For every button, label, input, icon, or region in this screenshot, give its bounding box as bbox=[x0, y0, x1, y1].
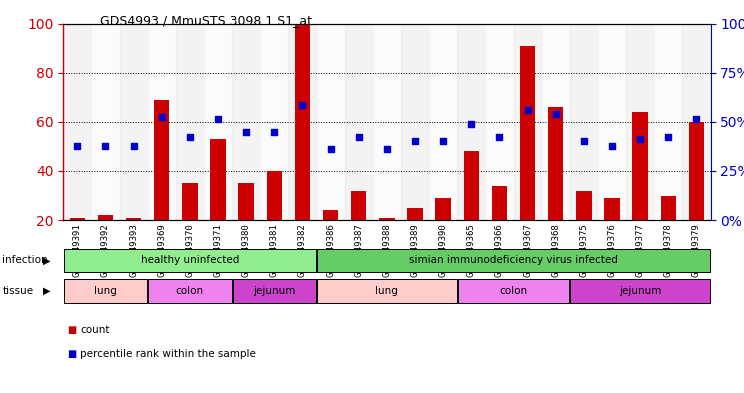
Point bbox=[128, 143, 140, 150]
Point bbox=[465, 121, 477, 127]
Bar bbox=[485, 24, 513, 220]
Point bbox=[437, 138, 449, 145]
Text: colon: colon bbox=[176, 286, 204, 296]
Bar bbox=[211, 139, 225, 220]
Bar bbox=[435, 198, 451, 220]
Point bbox=[493, 133, 505, 140]
Bar bbox=[373, 24, 401, 220]
Point bbox=[634, 136, 646, 142]
Bar bbox=[323, 210, 339, 220]
Bar bbox=[661, 195, 676, 220]
Bar bbox=[316, 24, 344, 220]
Text: infection: infection bbox=[2, 255, 48, 265]
Point bbox=[100, 143, 112, 150]
Bar bbox=[379, 218, 394, 220]
Bar bbox=[126, 218, 141, 220]
Bar bbox=[682, 24, 711, 220]
Bar bbox=[542, 24, 570, 220]
Bar bbox=[513, 24, 542, 220]
Point bbox=[297, 101, 309, 108]
Bar bbox=[548, 107, 563, 220]
Bar bbox=[266, 171, 282, 220]
Bar bbox=[147, 24, 176, 220]
Bar bbox=[97, 215, 113, 220]
Point bbox=[662, 133, 674, 140]
Bar bbox=[154, 100, 170, 220]
Bar bbox=[64, 279, 147, 303]
Text: colon: colon bbox=[499, 286, 527, 296]
Point bbox=[578, 138, 590, 145]
Bar bbox=[317, 279, 457, 303]
Point bbox=[324, 146, 336, 152]
Point bbox=[690, 116, 702, 123]
Text: lung: lung bbox=[94, 286, 117, 296]
Text: ▶: ▶ bbox=[43, 255, 51, 265]
Bar bbox=[204, 24, 232, 220]
Bar bbox=[632, 112, 648, 220]
Text: ■: ■ bbox=[67, 325, 76, 335]
Bar bbox=[492, 186, 507, 220]
Text: ▶: ▶ bbox=[43, 286, 51, 296]
Bar bbox=[401, 24, 429, 220]
Text: ■: ■ bbox=[67, 349, 76, 359]
Point bbox=[184, 133, 196, 140]
Bar bbox=[626, 24, 654, 220]
Bar bbox=[70, 218, 85, 220]
Bar bbox=[63, 24, 92, 220]
Text: count: count bbox=[80, 325, 110, 335]
Text: jejunum: jejunum bbox=[253, 286, 295, 296]
Bar bbox=[64, 249, 316, 272]
Bar bbox=[351, 191, 367, 220]
Bar bbox=[176, 24, 204, 220]
Text: percentile rank within the sample: percentile rank within the sample bbox=[80, 349, 256, 359]
Text: GDS4993 / MmuSTS.3098.1.S1_at: GDS4993 / MmuSTS.3098.1.S1_at bbox=[100, 14, 312, 27]
Point bbox=[606, 143, 618, 150]
Point bbox=[409, 138, 421, 145]
Bar bbox=[458, 279, 569, 303]
Point bbox=[155, 114, 167, 120]
Bar bbox=[598, 24, 626, 220]
Text: jejunum: jejunum bbox=[619, 286, 661, 296]
Bar bbox=[520, 46, 536, 220]
Text: tissue: tissue bbox=[2, 286, 33, 296]
Bar bbox=[92, 24, 120, 220]
Point bbox=[212, 116, 224, 123]
Bar bbox=[458, 24, 485, 220]
Text: simian immunodeficiency virus infected: simian immunodeficiency virus infected bbox=[409, 255, 618, 265]
Bar bbox=[238, 183, 254, 220]
Text: lung: lung bbox=[376, 286, 398, 296]
Bar bbox=[571, 279, 710, 303]
Bar bbox=[233, 279, 316, 303]
Bar bbox=[148, 279, 231, 303]
Bar bbox=[182, 183, 198, 220]
Bar bbox=[344, 24, 373, 220]
Bar bbox=[429, 24, 458, 220]
Bar bbox=[654, 24, 682, 220]
Bar bbox=[570, 24, 598, 220]
Bar bbox=[289, 24, 316, 220]
Bar bbox=[407, 208, 423, 220]
Bar bbox=[260, 24, 289, 220]
Bar bbox=[232, 24, 260, 220]
Point bbox=[269, 129, 280, 135]
Bar bbox=[464, 151, 479, 220]
Point bbox=[550, 111, 562, 118]
Point bbox=[381, 146, 393, 152]
Bar bbox=[689, 122, 704, 220]
Point bbox=[353, 133, 365, 140]
Text: healthy uninfected: healthy uninfected bbox=[141, 255, 239, 265]
Bar bbox=[604, 198, 620, 220]
Point bbox=[71, 143, 83, 150]
Bar bbox=[295, 24, 310, 220]
Bar bbox=[120, 24, 147, 220]
Bar bbox=[576, 191, 591, 220]
Bar bbox=[317, 249, 710, 272]
Point bbox=[240, 129, 252, 135]
Point bbox=[522, 107, 533, 113]
